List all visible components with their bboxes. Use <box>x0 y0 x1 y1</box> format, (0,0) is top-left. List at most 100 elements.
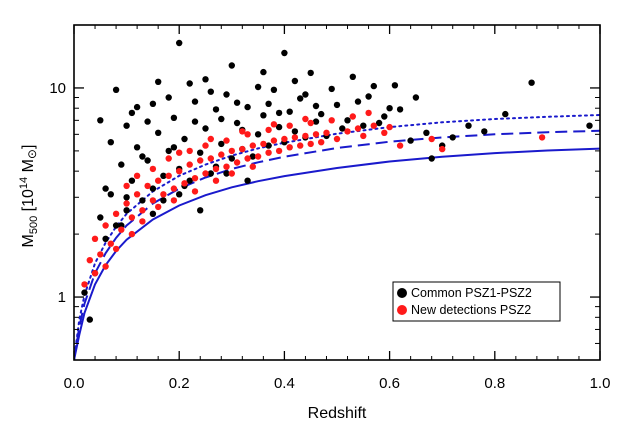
point-common <box>386 105 393 112</box>
point-common <box>112 222 120 229</box>
point-common <box>165 94 172 101</box>
point-common <box>149 185 157 192</box>
point-common <box>360 122 367 129</box>
point-new <box>386 123 393 131</box>
point-new <box>218 151 225 158</box>
point-new <box>118 226 125 233</box>
point-new <box>323 129 330 136</box>
point-new <box>149 197 157 204</box>
point-common <box>260 68 267 76</box>
point-common <box>102 185 109 192</box>
point-common <box>396 106 404 113</box>
point-common <box>223 91 230 98</box>
point-new <box>112 245 120 253</box>
point-common <box>176 191 183 198</box>
point-new <box>354 125 362 132</box>
point-new <box>270 137 278 144</box>
point-common <box>112 86 120 94</box>
point-new <box>102 263 109 270</box>
point-new <box>86 257 94 264</box>
point-common <box>223 170 230 177</box>
point-new <box>223 137 230 144</box>
point-common <box>391 82 399 89</box>
point-common <box>207 170 214 177</box>
point-new <box>239 145 246 153</box>
point-common <box>207 88 214 95</box>
point-common <box>107 191 115 198</box>
point-common <box>244 177 251 184</box>
point-common <box>281 49 288 57</box>
point-new <box>165 172 172 179</box>
point-new <box>149 165 157 173</box>
point-new <box>439 145 446 153</box>
point-new <box>396 142 404 149</box>
point-common <box>123 122 130 129</box>
point-common <box>428 155 435 162</box>
point-common <box>228 62 235 69</box>
point-new <box>302 132 309 140</box>
point-common <box>291 77 299 85</box>
point-common <box>254 83 262 91</box>
point-common <box>102 235 109 242</box>
legend-marker-common <box>397 288 407 298</box>
x-tick-label: 0.8 <box>484 375 505 392</box>
point-new <box>128 230 136 238</box>
point-new <box>123 182 130 190</box>
point-common <box>233 99 241 106</box>
point-new <box>307 119 314 127</box>
point-common <box>170 114 178 122</box>
point-common <box>381 113 388 120</box>
point-new <box>223 163 230 170</box>
point-common <box>155 78 162 86</box>
point-new <box>133 172 141 179</box>
point-new <box>186 147 193 155</box>
point-new <box>186 161 193 168</box>
point-new <box>265 149 272 156</box>
point-new <box>349 113 356 120</box>
point-common <box>502 110 509 118</box>
point-common <box>133 144 141 151</box>
point-new <box>176 168 183 175</box>
point-common <box>291 128 299 135</box>
point-new <box>249 142 256 149</box>
point-common <box>302 91 309 98</box>
x-tick-label: 0.0 <box>64 375 85 392</box>
point-new <box>212 177 220 184</box>
point-new <box>81 281 88 288</box>
point-common <box>202 125 209 132</box>
point-new <box>249 163 256 170</box>
point-new <box>97 251 104 258</box>
point-new <box>155 203 162 211</box>
tick-labels: 0.0 0.2 0.4 0.6 0.8 1.0 1 10 <box>49 80 610 392</box>
point-new <box>286 122 293 129</box>
point-new <box>365 109 372 117</box>
point-common <box>270 86 278 94</box>
point-common <box>197 207 204 214</box>
point-common <box>307 69 314 77</box>
model-curve-dashed <box>74 129 600 360</box>
point-common <box>212 106 220 113</box>
point-new <box>191 188 199 195</box>
point-new <box>160 191 167 198</box>
y-axis-title: M500 [1014 M⊙] <box>18 145 40 248</box>
point-common <box>186 80 193 87</box>
point-common <box>149 210 157 217</box>
point-common <box>333 101 341 109</box>
point-common <box>297 95 304 102</box>
point-new <box>291 134 299 141</box>
point-common <box>191 118 199 125</box>
point-common <box>97 214 104 221</box>
point-common <box>375 119 383 127</box>
point-new <box>228 170 235 177</box>
point-new <box>91 270 99 277</box>
point-new <box>123 200 130 207</box>
point-new <box>207 135 214 143</box>
point-new <box>212 165 220 173</box>
point-common <box>170 144 178 151</box>
point-common <box>160 197 167 204</box>
point-common <box>160 172 167 179</box>
point-common <box>123 207 130 214</box>
point-common <box>128 177 136 184</box>
point-new <box>344 128 351 135</box>
